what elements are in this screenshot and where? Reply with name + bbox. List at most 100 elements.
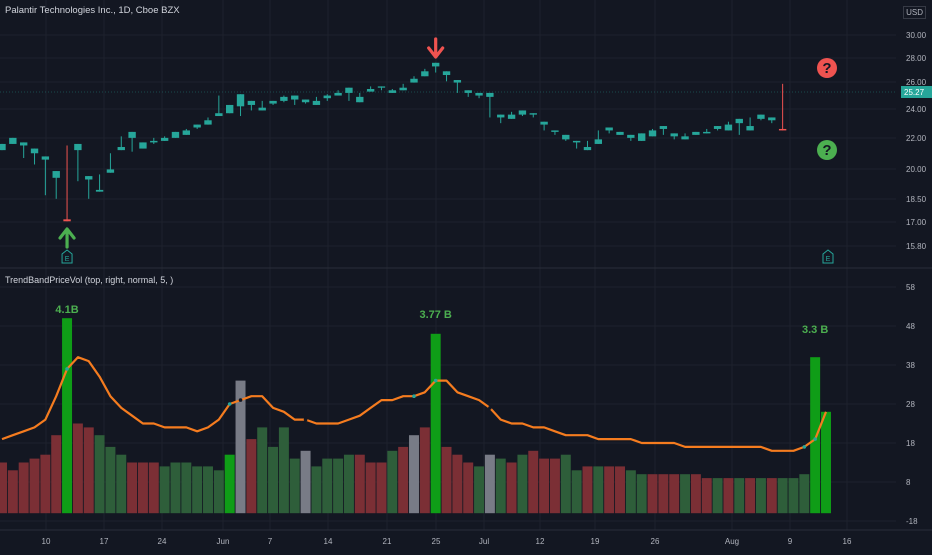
volume-bar (528, 450, 539, 514)
indicator-legend-label[interactable]: TrendBandPriceVol (top, right, normal, 5… (5, 275, 174, 285)
earnings-flag-icon (61, 249, 73, 264)
volume-bar (734, 478, 745, 514)
candle-body (724, 124, 733, 131)
candle-body (160, 137, 169, 141)
candle-body (9, 137, 17, 144)
time-axis-tick: 24 (158, 537, 167, 546)
volume-bar (192, 466, 203, 514)
candle-body (735, 118, 743, 124)
volume-bars (0, 318, 831, 514)
candle-body (204, 120, 212, 125)
time-axis-tick: 21 (383, 537, 392, 546)
volume-bar (625, 470, 636, 514)
candle-body (692, 131, 700, 135)
candle-body (366, 88, 375, 92)
volume-bar (799, 474, 810, 514)
volume-bar (549, 458, 560, 514)
volume-bar (148, 462, 159, 514)
volume-bar (322, 458, 333, 514)
candle-body (280, 96, 288, 101)
candle-body (648, 130, 657, 137)
volume-bar (701, 478, 712, 514)
candle-body (85, 176, 93, 180)
volume-bar (539, 458, 550, 514)
time-axis-tick: 14 (324, 537, 333, 546)
volume-bar (0, 462, 7, 514)
time-axis-tick: 9 (788, 537, 793, 546)
volume-bar (647, 474, 658, 514)
volume-bar (419, 427, 430, 514)
volume-bar (268, 446, 279, 514)
volume-dot (488, 406, 492, 410)
buy-arrow-icon (58, 227, 76, 249)
price-axis-tick: 20.00 (906, 165, 927, 174)
volume-bar (278, 427, 289, 514)
volume-bar (615, 466, 625, 514)
candle-body (431, 62, 440, 67)
question-glyph: ? (822, 60, 831, 77)
volume-bar (300, 450, 311, 514)
time-axis-tick: 17 (100, 537, 109, 546)
volume-bar (235, 380, 246, 514)
time-axis-tick: 16 (843, 537, 852, 546)
volume-bar (62, 318, 73, 514)
volume-bar (203, 466, 213, 514)
volume-bar (821, 411, 831, 514)
volume-bar (690, 474, 701, 514)
candle-body (605, 127, 613, 131)
time-axis-tick: Aug (725, 537, 739, 546)
volume-dot (227, 402, 232, 406)
question-glyph: ? (822, 142, 831, 159)
candle-body (117, 147, 125, 151)
candle-body (139, 142, 147, 149)
candle-body (637, 133, 646, 141)
volume-bar (712, 478, 723, 514)
volume-bar (810, 357, 821, 514)
candle-body (572, 140, 581, 143)
candle-body (594, 139, 603, 144)
volume-bar (354, 454, 365, 514)
candle-body (345, 87, 353, 93)
candle-body (627, 134, 635, 138)
earnings-letter: E (826, 256, 831, 263)
volume-bar (116, 454, 127, 514)
volume-annotation: 3.3 B (802, 324, 828, 336)
volume-dot (65, 367, 69, 371)
candle-body (236, 94, 245, 107)
volume-dot (303, 417, 308, 422)
volume-dot (433, 378, 438, 383)
volume-bar (72, 423, 83, 514)
volume-bar (593, 466, 604, 514)
price-axis-tick: 15.80 (906, 242, 927, 251)
price-axis-tick: 28.00 (906, 54, 927, 63)
candle-body (746, 126, 754, 131)
candle-body (670, 133, 678, 137)
candle-body (518, 110, 527, 115)
candle-body (562, 134, 570, 140)
volume-bar (745, 478, 756, 514)
candle-body (334, 92, 342, 96)
volume-axis-tick: 58 (906, 283, 915, 292)
candle-body (713, 126, 722, 129)
volume-bar (51, 435, 62, 514)
candle-body (486, 92, 494, 97)
candle-body (464, 90, 472, 93)
currency-label[interactable]: USD (903, 6, 926, 19)
candle-body (768, 117, 776, 121)
volume-bar (669, 474, 680, 514)
volume-bar (582, 466, 593, 514)
candle-body (442, 71, 451, 76)
volume-bar (105, 446, 116, 514)
volume-bar (387, 450, 398, 514)
candle-body (63, 219, 71, 222)
candle-body (182, 130, 191, 135)
candle-body (225, 104, 234, 114)
time-axis-tick: 25 (432, 537, 441, 546)
candle-body (312, 100, 321, 105)
price-axis-tick: 30.00 (906, 31, 927, 40)
sell-arrow-icon (427, 37, 445, 59)
volume-bar (506, 462, 517, 514)
volume-bar (680, 474, 691, 514)
candle-body (583, 147, 592, 151)
